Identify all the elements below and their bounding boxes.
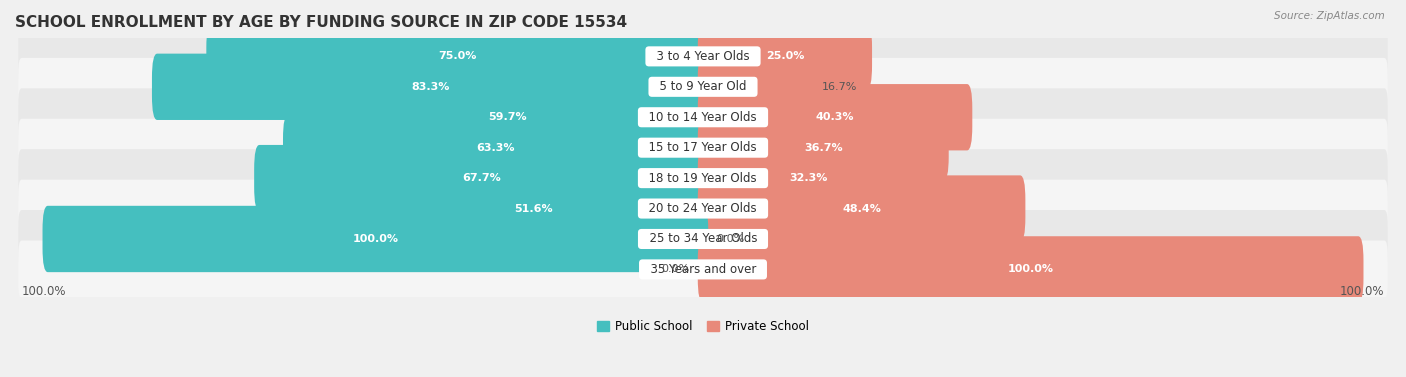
Text: 67.7%: 67.7% <box>461 173 501 183</box>
FancyBboxPatch shape <box>18 241 1388 298</box>
FancyBboxPatch shape <box>697 115 949 181</box>
FancyBboxPatch shape <box>697 175 1025 242</box>
FancyBboxPatch shape <box>697 23 872 90</box>
Text: 25.0%: 25.0% <box>766 51 804 61</box>
FancyBboxPatch shape <box>254 145 709 211</box>
Text: 15 to 17 Year Olds: 15 to 17 Year Olds <box>641 141 765 154</box>
FancyBboxPatch shape <box>283 115 709 181</box>
FancyBboxPatch shape <box>697 84 973 150</box>
Text: SCHOOL ENROLLMENT BY AGE BY FUNDING SOURCE IN ZIP CODE 15534: SCHOOL ENROLLMENT BY AGE BY FUNDING SOUR… <box>15 15 627 30</box>
Text: 10 to 14 Year Olds: 10 to 14 Year Olds <box>641 111 765 124</box>
Text: 100.0%: 100.0% <box>353 234 398 244</box>
Text: 16.7%: 16.7% <box>823 82 858 92</box>
Text: 36.7%: 36.7% <box>804 143 842 153</box>
FancyBboxPatch shape <box>697 145 920 211</box>
Text: 18 to 19 Year Olds: 18 to 19 Year Olds <box>641 172 765 185</box>
Text: 25 to 34 Year Olds: 25 to 34 Year Olds <box>641 233 765 245</box>
Text: 100.0%: 100.0% <box>21 285 66 298</box>
Text: 20 to 24 Year Olds: 20 to 24 Year Olds <box>641 202 765 215</box>
Text: 40.3%: 40.3% <box>815 112 855 122</box>
Text: 63.3%: 63.3% <box>477 143 515 153</box>
FancyBboxPatch shape <box>697 236 1364 303</box>
FancyBboxPatch shape <box>18 119 1388 176</box>
FancyBboxPatch shape <box>42 206 709 272</box>
FancyBboxPatch shape <box>207 23 709 90</box>
Text: Source: ZipAtlas.com: Source: ZipAtlas.com <box>1274 11 1385 21</box>
Text: 100.0%: 100.0% <box>1008 264 1053 274</box>
Text: 48.4%: 48.4% <box>842 204 882 213</box>
FancyBboxPatch shape <box>18 28 1388 85</box>
Text: 83.3%: 83.3% <box>411 82 450 92</box>
FancyBboxPatch shape <box>152 54 709 120</box>
FancyBboxPatch shape <box>18 149 1388 207</box>
FancyBboxPatch shape <box>697 54 818 120</box>
FancyBboxPatch shape <box>18 58 1388 116</box>
Text: 59.7%: 59.7% <box>488 112 527 122</box>
Legend: Public School, Private School: Public School, Private School <box>593 315 813 337</box>
FancyBboxPatch shape <box>307 84 709 150</box>
Text: 51.6%: 51.6% <box>515 204 554 213</box>
Text: 0.0%: 0.0% <box>716 234 744 244</box>
Text: 3 to 4 Year Olds: 3 to 4 Year Olds <box>650 50 756 63</box>
Text: 100.0%: 100.0% <box>1340 285 1385 298</box>
Text: 32.3%: 32.3% <box>790 173 828 183</box>
Text: 75.0%: 75.0% <box>439 51 477 61</box>
FancyBboxPatch shape <box>18 88 1388 146</box>
FancyBboxPatch shape <box>360 175 709 242</box>
FancyBboxPatch shape <box>18 210 1388 268</box>
FancyBboxPatch shape <box>18 179 1388 238</box>
Text: 35 Years and over: 35 Years and over <box>643 263 763 276</box>
Text: 5 to 9 Year Old: 5 to 9 Year Old <box>652 80 754 93</box>
Text: 0.0%: 0.0% <box>662 264 690 274</box>
